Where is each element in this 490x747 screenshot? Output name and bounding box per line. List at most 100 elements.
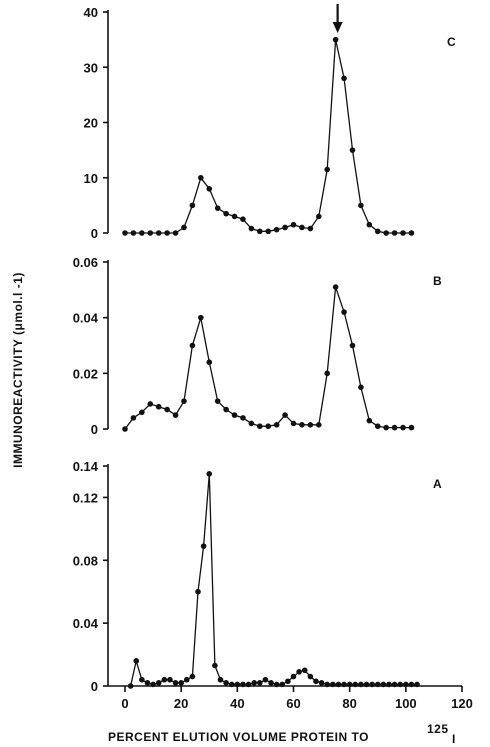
data-point xyxy=(324,370,331,377)
data-point xyxy=(391,230,398,236)
data-point xyxy=(341,309,347,315)
data-point xyxy=(332,36,339,43)
data-point xyxy=(195,588,201,595)
y-tick-label: 0.04 xyxy=(73,616,99,631)
data-point xyxy=(198,174,204,181)
data-point xyxy=(139,676,145,683)
data-point xyxy=(164,230,170,236)
y-tick-label: 20 xyxy=(84,116,98,131)
data-point xyxy=(200,543,207,549)
data-point xyxy=(212,662,218,669)
data-point xyxy=(341,75,347,82)
data-point xyxy=(285,678,291,685)
y-tick-label: 0.02 xyxy=(73,366,98,381)
data-point xyxy=(307,422,314,428)
panel-c: 0 10 20 30 40 xyxy=(84,4,415,241)
data-point xyxy=(206,359,213,366)
y-tick-label: 0.06 xyxy=(73,255,98,270)
data-point xyxy=(240,216,246,222)
data-point xyxy=(139,230,145,236)
data-point xyxy=(198,314,204,321)
data-point xyxy=(391,424,398,431)
data-point xyxy=(400,424,406,431)
y-tick-label: 40 xyxy=(84,5,98,20)
x-tick-label: 20 xyxy=(174,696,188,711)
data-point xyxy=(214,398,221,404)
data-point xyxy=(313,678,319,685)
data-point xyxy=(318,680,325,686)
x-tick-label: 0 xyxy=(121,696,128,711)
data-point xyxy=(223,680,229,686)
data-point xyxy=(231,412,238,418)
data-point xyxy=(155,230,162,236)
panel-b: 0 0.02 0.04 0.06 xyxy=(73,255,415,437)
series-line xyxy=(129,473,418,687)
data-point xyxy=(189,202,196,209)
data-point xyxy=(167,676,173,683)
data-point xyxy=(223,210,229,217)
y-tick-label: 10 xyxy=(84,171,98,186)
data-point xyxy=(147,401,154,407)
data-point xyxy=(172,230,179,236)
data-point xyxy=(358,384,364,391)
data-point xyxy=(248,225,255,232)
x-tick-label: 100 xyxy=(395,696,417,711)
y-tick-label: 0 xyxy=(91,679,98,694)
peak-arrow-icon xyxy=(332,22,343,33)
y-tick-label: 0.04 xyxy=(73,311,99,326)
panel-a: 0 0.04 0.08 0.12 0.14 xyxy=(73,459,420,694)
data-point xyxy=(374,228,381,235)
data-point xyxy=(178,680,184,686)
data-point xyxy=(290,673,297,680)
data-point xyxy=(172,412,179,418)
panel-c-letter: C xyxy=(447,35,456,49)
data-point xyxy=(223,406,229,413)
data-point xyxy=(265,423,272,430)
data-point xyxy=(122,426,128,432)
data-point xyxy=(251,680,257,686)
data-point xyxy=(273,226,280,233)
data-point xyxy=(299,224,305,231)
data-point xyxy=(307,225,314,232)
data-point xyxy=(133,658,140,664)
data-point xyxy=(144,680,151,686)
x-axis: 0 20 40 60 80 100 120 xyxy=(108,685,473,711)
data-point xyxy=(181,398,187,404)
data-point xyxy=(206,186,213,192)
data-point xyxy=(383,230,389,236)
data-point xyxy=(358,202,364,209)
y-axis-title: IMMUNOREACTIVITY (μmol.l -1) xyxy=(11,272,25,468)
data-point xyxy=(231,213,238,220)
panel-a-letter: A xyxy=(433,477,442,491)
y-tick-label: 0.08 xyxy=(73,553,98,568)
data-point xyxy=(183,676,190,683)
data-point xyxy=(265,228,272,235)
data-point xyxy=(172,680,179,686)
data-point xyxy=(268,680,274,686)
data-point xyxy=(408,230,415,236)
y-tick-label: 0.12 xyxy=(73,490,98,505)
data-point xyxy=(383,424,389,431)
data-point xyxy=(408,424,415,431)
data-point xyxy=(374,423,381,430)
data-point xyxy=(296,669,302,675)
data-point xyxy=(282,412,288,418)
data-point xyxy=(282,224,288,231)
series-line xyxy=(125,39,412,234)
data-point xyxy=(161,676,168,683)
data-point xyxy=(349,342,356,349)
data-point xyxy=(400,230,406,236)
data-point xyxy=(315,213,322,220)
data-point xyxy=(130,415,137,421)
data-point xyxy=(147,230,154,236)
data-point xyxy=(366,221,373,228)
data-point xyxy=(189,673,196,680)
data-point xyxy=(257,228,263,235)
data-point xyxy=(290,221,297,228)
y-tick-label: 0.14 xyxy=(73,459,99,474)
x-tick-label: 120 xyxy=(451,696,473,711)
data-point xyxy=(299,422,305,428)
data-point xyxy=(332,284,339,290)
data-point xyxy=(155,680,162,686)
